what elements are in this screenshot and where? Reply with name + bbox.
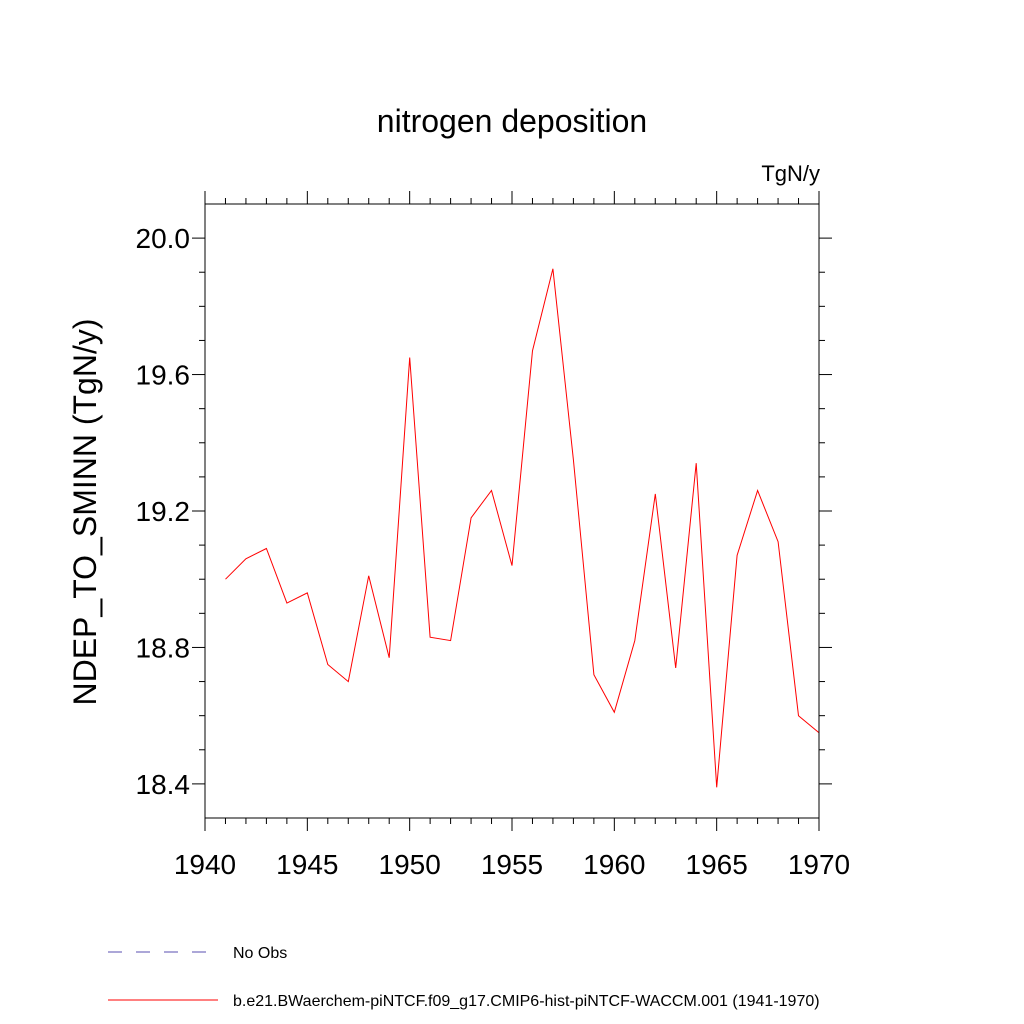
x-tick-label: 1950 <box>379 849 441 880</box>
y-tick-label: 20.0 <box>136 223 191 254</box>
axis-ticks <box>192 191 832 831</box>
y-axis-label: NDEP_TO_SMINN (TgN/y) <box>67 318 103 705</box>
x-tick-label: 1955 <box>481 849 543 880</box>
x-tick-label: 1970 <box>788 849 850 880</box>
y-tick-label: 19.2 <box>136 496 191 527</box>
chart-title: nitrogen deposition <box>377 103 647 139</box>
x-tick-label: 1940 <box>174 849 236 880</box>
plot-frame <box>204 203 820 819</box>
units-label: TgN/y <box>761 161 820 186</box>
x-tick-label: 1945 <box>276 849 338 880</box>
x-tick-label: 1965 <box>686 849 748 880</box>
series-line <box>225 268 820 788</box>
y-tick-label: 18.8 <box>136 632 191 663</box>
y-tick-label: 18.4 <box>136 769 191 800</box>
y-tick-label: 19.6 <box>136 360 191 391</box>
axis-tick-labels: 1940 1945 1950 1955 1960 1965 1970 18.4 18.8 19.2… <box>136 223 851 880</box>
legend-label-no-obs: No Obs <box>233 945 287 962</box>
legend-label-model: b.e21.BWaerchem-piNTCF.f09_g17.CMIP6-his… <box>233 993 820 1010</box>
legend: No Obs b.e21.BWaerchem-piNTCF.f09_g17.CM… <box>108 945 820 1010</box>
series-layer <box>225 268 820 788</box>
x-tick-label: 1960 <box>583 849 645 880</box>
